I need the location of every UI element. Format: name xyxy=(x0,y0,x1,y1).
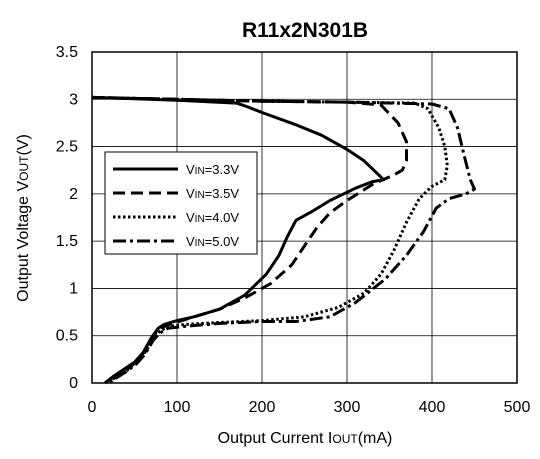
y-tick-label: 2 xyxy=(69,186,78,203)
legend-box xyxy=(104,151,258,255)
series-line-4 xyxy=(91,95,476,385)
x-axis-label: Output Current IOUT(mA) xyxy=(218,430,393,447)
y-tick-label: 1 xyxy=(69,280,78,297)
y-axis-label: Output Voltage VOUT(V) xyxy=(15,134,32,302)
legend: VIN=3.3V VIN=3.5V VIN=4.0V VIN=5.0V xyxy=(104,151,258,255)
y-tick-label: 3 xyxy=(69,91,78,108)
x-tick-labels: 0 100 200 300 400 500 xyxy=(88,399,531,416)
series-line-2 xyxy=(91,95,408,385)
x-tick-label: 100 xyxy=(164,399,191,416)
legend-label-1: VIN=3.3V xyxy=(186,162,239,177)
chart-title: R11x2N301B xyxy=(242,19,368,42)
y-tick-label: 1.5 xyxy=(56,233,78,250)
x-tick-label: 300 xyxy=(334,399,361,416)
y-tick-label: 0 xyxy=(69,375,78,392)
x-tick-label: 200 xyxy=(249,399,276,416)
plot-frame xyxy=(91,51,518,384)
series-group xyxy=(91,95,476,385)
legend-label-2: VIN=3.5V xyxy=(186,186,239,201)
x-tick-label: 400 xyxy=(419,399,446,416)
y-tick-labels: 0 0.5 1 1.5 2 2.5 3 3.5 xyxy=(56,44,78,392)
y-tick-label: 3.5 xyxy=(56,44,78,61)
x-tick-label: 0 xyxy=(88,399,97,416)
legend-label-3: VIN=4.0V xyxy=(186,210,239,225)
y-tick-label: 2.5 xyxy=(56,139,78,156)
legend-label-4: VIN=5.0V xyxy=(186,234,239,249)
y-tick-label: 0.5 xyxy=(56,328,78,345)
x-tick-label: 500 xyxy=(504,399,531,416)
